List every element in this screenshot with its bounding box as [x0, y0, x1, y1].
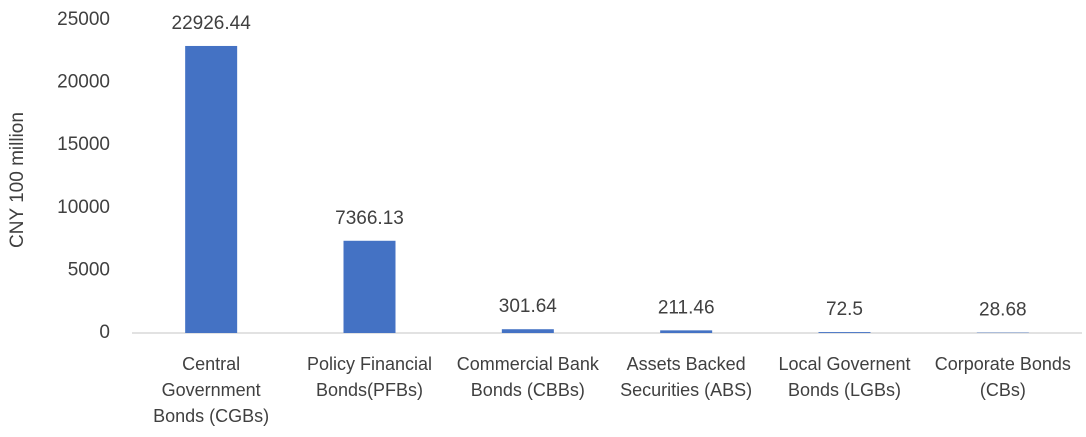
x-tick-label: Assets Backed Securities (ABS) — [620, 354, 753, 400]
x-tick-label: Commercial Bank Bonds (CBBs) — [456, 354, 599, 400]
x-tick-label: Corporate Bonds (CBs) — [934, 354, 1071, 400]
y-tick-label: 15000 — [57, 134, 110, 155]
y-tick-label: 0 — [99, 322, 110, 343]
y-tick-label: 25000 — [57, 9, 110, 30]
bar — [818, 332, 871, 333]
y-axis-label: CNY 100 million — [7, 112, 28, 248]
data-label: 72.5 — [826, 299, 863, 320]
data-label: 22926.44 — [172, 13, 252, 34]
bar — [185, 45, 238, 334]
bar — [343, 240, 396, 333]
x-tick-label: Central Government Bonds (CGBs) — [153, 354, 270, 426]
data-label: 28.68 — [979, 300, 1027, 321]
y-tick-label: 5000 — [68, 259, 110, 280]
data-label: 211.46 — [658, 297, 715, 318]
bar — [501, 329, 554, 333]
x-tick-label: Local Governent Bonds (LGBs) — [778, 354, 911, 400]
y-tick-label: 10000 — [57, 197, 110, 218]
data-label: 7366.13 — [335, 208, 404, 229]
bar — [660, 330, 713, 333]
y-tick-label: 20000 — [57, 72, 110, 93]
x-tick-label: Policy Financial Bonds(PFBs) — [306, 354, 433, 400]
data-label: 301.64 — [499, 296, 558, 317]
